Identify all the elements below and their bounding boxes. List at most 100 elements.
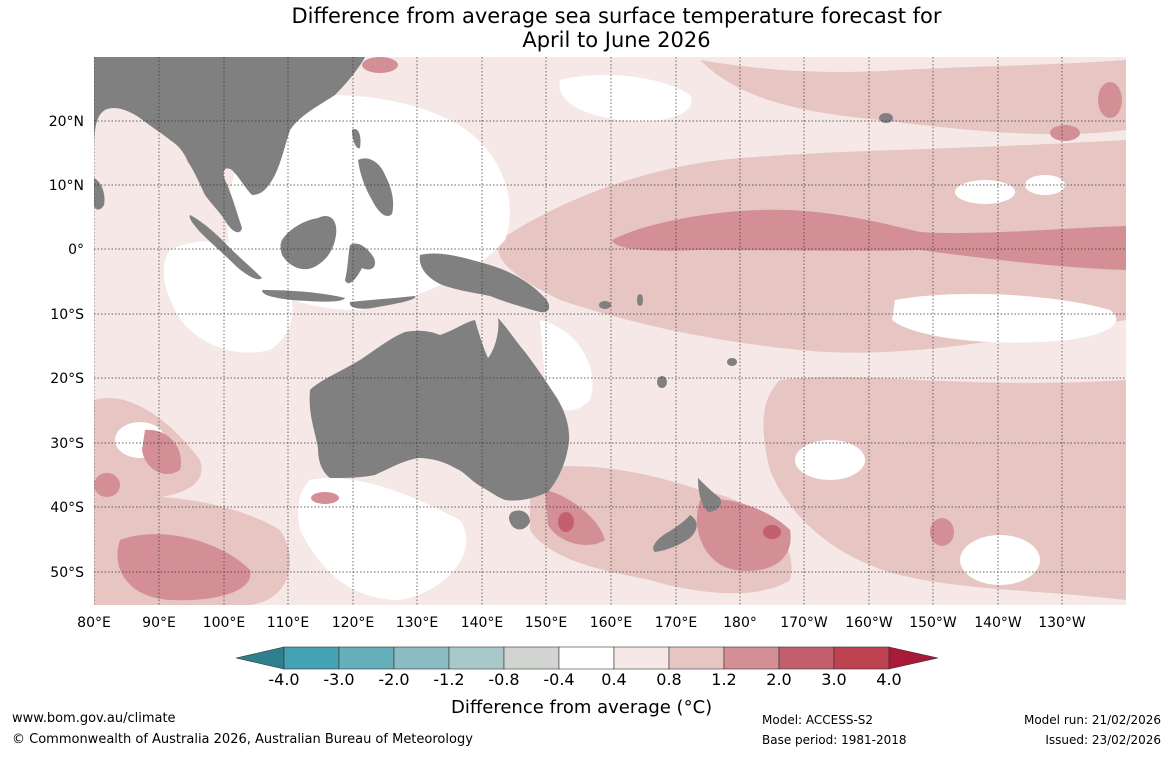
sulawesi	[345, 243, 376, 284]
anomaly-spot-white	[795, 440, 865, 480]
anomaly-spot-warm	[311, 492, 339, 504]
colorbar-tick-label: -2.0	[378, 670, 410, 689]
colorbar-tick-label: 0.8	[656, 670, 682, 689]
new-zealand-south	[653, 515, 697, 552]
colorbar-segment	[393, 646, 450, 670]
title-line-1: Difference from average sea surface temp…	[291, 4, 942, 28]
longitude-label: 180°	[723, 615, 757, 631]
anomaly-spot-white	[960, 535, 1040, 585]
colorbar-tick-label: -4.0	[268, 670, 300, 689]
anomaly-region-south-indian-warm	[117, 534, 251, 601]
longitude-labels: 80°E 90°E 100°E 110°E 120°E 130°E 140°E 150°E 16…	[77, 615, 1086, 631]
map-title: Difference from average sea surface temp…	[0, 4, 1173, 52]
colorbar-tick-label: -1.2	[433, 670, 465, 689]
colorbar-tick-label: 0.4	[601, 670, 627, 689]
longitude-label: 100°E	[203, 615, 246, 631]
sumatra	[189, 215, 262, 280]
colorbar-tick-label: 1.2	[711, 670, 737, 689]
longitude-label: 120°E	[332, 615, 375, 631]
borneo	[280, 215, 337, 270]
longitude-label: 130°W	[1038, 615, 1086, 631]
anomaly-region-south-pacific-white	[892, 293, 1117, 343]
colorbar-segment	[668, 646, 725, 670]
colorbar-segment	[833, 646, 890, 670]
lesser-sundas	[349, 296, 416, 309]
colorbar-tick-label: -0.4	[543, 670, 575, 689]
latitude-label: 20°S	[50, 371, 84, 387]
colorbar-segment	[338, 646, 395, 670]
colorbar-title-unit: °C)	[683, 697, 713, 718]
longitude-label: 140°W	[974, 615, 1022, 631]
colorbar-extend-low	[235, 646, 285, 670]
longitude-label: 160°W	[845, 615, 893, 631]
philippines	[358, 158, 394, 217]
colorbar-tick-label: 3.0	[821, 670, 847, 689]
fiji	[727, 358, 737, 366]
longitude-label: 90°E	[142, 615, 176, 631]
gridlines	[94, 57, 1126, 605]
latitude-label: 0°	[68, 242, 84, 258]
asia-landmass	[94, 57, 365, 233]
anomaly-spot-warm	[1098, 82, 1122, 118]
longitude-label: 130°E	[396, 615, 439, 631]
anomaly-spot-warm	[362, 57, 398, 73]
solomon-islands	[599, 301, 611, 309]
footer-model-run: Model run: 21/02/2026	[1023, 713, 1161, 727]
colorbar-segment	[613, 646, 670, 670]
colorbar-title: Difference from average (°C)	[451, 697, 712, 718]
anomaly-region-south-pacific	[763, 377, 1126, 600]
colorbar-tick-label: -0.8	[488, 670, 520, 689]
longitude-label: 170°W	[780, 615, 828, 631]
colorbar	[235, 646, 939, 670]
anomaly-spot-warm	[1050, 125, 1080, 141]
longitude-label: 160°E	[590, 615, 633, 631]
anomaly-spot-hot	[763, 525, 781, 539]
latitude-label: 20°N	[49, 114, 84, 130]
new-guinea	[419, 253, 550, 313]
longitude-label: 110°E	[267, 615, 310, 631]
anomaly-region-north-pacific	[700, 60, 1126, 135]
colorbar-segment	[448, 646, 505, 670]
new-caledonia	[657, 376, 667, 388]
anomaly-spot-warm	[930, 518, 954, 546]
colorbar-segment	[503, 646, 560, 670]
anomaly-region-equatorial-indian-white	[163, 241, 293, 353]
latitude-label: 10°S	[50, 307, 84, 323]
hawaii	[879, 113, 893, 123]
anomaly-spot-warm	[94, 473, 120, 497]
footer-issued: Issued: 23/02/2026	[1045, 733, 1161, 747]
colorbar-tick-label: 4.0	[876, 670, 902, 689]
australia	[309, 318, 570, 501]
tasmania	[509, 510, 530, 530]
anomaly-region-nz-warm	[696, 499, 791, 571]
india-tip	[94, 178, 105, 210]
longitude-label: 140°E	[461, 615, 504, 631]
anomaly-spot-white	[955, 180, 1015, 204]
anomaly-spot-white	[1025, 175, 1065, 195]
latitude-label: 30°S	[50, 436, 84, 452]
title-line-2: April to June 2026	[522, 28, 711, 52]
anomaly-region-tasman-warm	[545, 490, 605, 545]
footer-website[interactable]: www.bom.gov.au/climate	[12, 711, 176, 726]
latitude-labels: 20°N 10°N 0° 10°S 20°S 30°S 40°S 50°S	[49, 114, 84, 581]
colorbar-title-text: Difference from average (	[451, 697, 684, 718]
longitude-label: 150°E	[525, 615, 568, 631]
anomaly-spot-hot	[558, 512, 574, 532]
anomaly-region-south-ocean-white	[298, 478, 467, 600]
new-zealand-north	[698, 478, 722, 512]
colorbar-segment	[283, 646, 340, 670]
longitude-label: 150°W	[909, 615, 957, 631]
colorbar-segment	[723, 646, 780, 670]
colorbar-segment	[778, 646, 835, 670]
colorbar-segment	[558, 646, 615, 670]
longitude-label: 170°E	[655, 615, 698, 631]
vanuatu	[637, 294, 643, 306]
footer-copyright: © Commonwealth of Australia 2026, Austra…	[12, 732, 473, 747]
land-masses	[94, 57, 893, 552]
java	[262, 290, 345, 302]
anomaly-region-north-white	[559, 75, 692, 122]
map-plot-area	[94, 57, 1126, 605]
anomaly-region-coral-sea-white	[540, 320, 593, 411]
colorbar-extend-high	[888, 646, 939, 670]
